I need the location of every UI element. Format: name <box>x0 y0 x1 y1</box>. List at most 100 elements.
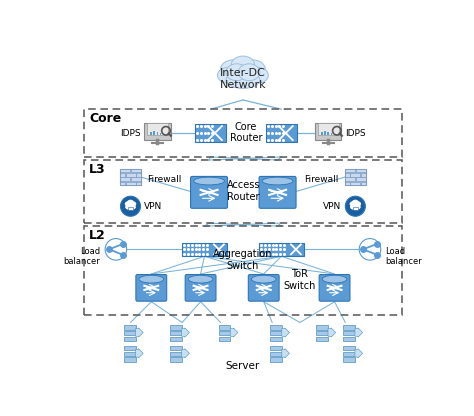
FancyBboxPatch shape <box>248 275 279 301</box>
Text: Inter-DC
Network: Inter-DC Network <box>219 68 266 90</box>
Text: VPN: VPN <box>145 202 163 211</box>
Bar <box>137 182 141 185</box>
Circle shape <box>120 196 140 216</box>
Bar <box>330 133 332 135</box>
Bar <box>361 173 366 176</box>
FancyBboxPatch shape <box>259 176 296 208</box>
Ellipse shape <box>354 201 361 207</box>
Bar <box>126 173 136 176</box>
Bar <box>120 173 125 176</box>
Bar <box>83 226 402 315</box>
FancyBboxPatch shape <box>319 275 350 301</box>
Bar <box>83 109 402 157</box>
Text: Core: Core <box>89 112 121 125</box>
Bar <box>124 352 136 356</box>
Text: Load
balancer: Load balancer <box>385 247 422 266</box>
Bar <box>219 331 230 335</box>
FancyArrow shape <box>328 328 336 337</box>
Bar <box>343 352 355 356</box>
Bar <box>160 133 162 135</box>
Circle shape <box>105 238 127 260</box>
Bar <box>343 325 355 330</box>
FancyBboxPatch shape <box>195 124 226 142</box>
Bar <box>321 132 323 135</box>
Text: ToR
Switch: ToR Switch <box>283 269 315 291</box>
Bar <box>317 337 328 341</box>
Text: IDPS: IDPS <box>346 129 366 138</box>
Text: IDPS: IDPS <box>120 129 140 138</box>
Ellipse shape <box>322 275 347 283</box>
Bar <box>350 182 360 185</box>
FancyBboxPatch shape <box>185 275 216 301</box>
Bar <box>343 331 355 335</box>
Bar <box>131 169 141 172</box>
Text: Load
balancer: Load balancer <box>64 247 100 266</box>
Bar <box>356 169 366 172</box>
Bar <box>345 168 366 186</box>
Text: Firewall: Firewall <box>304 175 338 184</box>
Bar <box>124 357 136 362</box>
Bar <box>170 331 182 335</box>
Text: Core
Router: Core Router <box>230 121 262 143</box>
Bar <box>137 173 141 176</box>
Ellipse shape <box>251 275 276 283</box>
Text: L2: L2 <box>89 229 106 243</box>
Bar <box>170 337 182 341</box>
Text: Aggregation
Switch: Aggregation Switch <box>213 249 273 271</box>
Text: Firewall: Firewall <box>147 175 182 184</box>
FancyArrow shape <box>282 328 290 337</box>
Ellipse shape <box>350 204 361 210</box>
Bar <box>170 357 182 362</box>
Bar <box>145 123 171 140</box>
Ellipse shape <box>139 275 164 283</box>
FancyArrow shape <box>182 349 190 358</box>
Bar <box>120 169 130 172</box>
Ellipse shape <box>220 60 245 78</box>
FancyBboxPatch shape <box>259 243 304 256</box>
Bar <box>120 177 130 181</box>
Bar <box>219 337 230 341</box>
Ellipse shape <box>125 204 136 210</box>
Bar <box>318 124 339 135</box>
FancyBboxPatch shape <box>191 176 228 208</box>
Bar <box>270 331 282 335</box>
Bar <box>128 207 133 210</box>
Ellipse shape <box>352 200 359 205</box>
Ellipse shape <box>125 201 132 207</box>
Bar <box>270 352 282 356</box>
Bar <box>131 177 141 181</box>
FancyArrow shape <box>355 328 363 337</box>
FancyArrow shape <box>136 349 143 358</box>
Bar <box>126 182 136 185</box>
Ellipse shape <box>127 200 134 205</box>
Text: Access
Router: Access Router <box>227 180 260 202</box>
Bar <box>343 357 355 362</box>
Bar <box>219 325 230 330</box>
Bar <box>124 331 136 335</box>
Bar <box>343 337 355 341</box>
Bar <box>317 325 328 330</box>
Bar <box>156 132 158 135</box>
Bar <box>120 168 141 186</box>
FancyBboxPatch shape <box>266 124 297 142</box>
Bar <box>124 337 136 341</box>
Ellipse shape <box>231 56 255 73</box>
Bar <box>150 132 152 135</box>
Text: L3: L3 <box>89 163 106 176</box>
Bar <box>170 325 182 330</box>
Ellipse shape <box>218 68 237 83</box>
Bar <box>146 124 168 135</box>
Bar <box>120 182 125 185</box>
Bar <box>124 346 136 350</box>
Ellipse shape <box>129 201 137 207</box>
Circle shape <box>359 238 381 260</box>
FancyArrow shape <box>182 328 190 337</box>
Bar <box>328 132 329 135</box>
Bar <box>356 177 366 181</box>
Bar <box>270 346 282 350</box>
Bar <box>353 207 358 210</box>
Bar <box>345 182 349 185</box>
FancyArrow shape <box>355 349 363 358</box>
Ellipse shape <box>349 201 356 207</box>
Circle shape <box>346 196 365 216</box>
